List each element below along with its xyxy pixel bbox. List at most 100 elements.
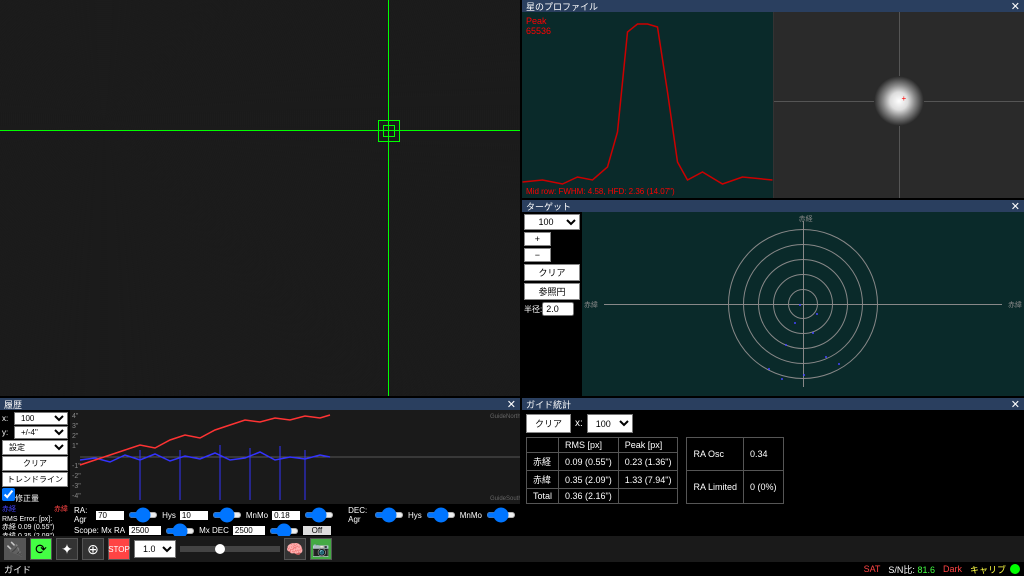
close-icon[interactable]: ✕ [1011,398,1020,411]
target-bullseye-plot: 赤緯 赤緯 赤経 [582,212,1024,396]
usb-icon[interactable]: 🔌 [4,538,26,560]
history-params: RA: Agr Hys MnMo DEC: Agr Hys MnMo [70,504,520,536]
target-controls: 100 + − クリア 参照円 半径: [522,212,582,396]
mx-dec-label: Mx DEC [199,526,229,535]
guide-stats-header[interactable]: ガイド統計 ✕ [522,398,1024,410]
crosshair-horizontal [0,130,520,131]
ra-hys-slider[interactable] [212,512,242,518]
ra-agr-slider[interactable] [128,512,158,518]
target-header[interactable]: ターゲット ✕ [522,200,1024,212]
stats-x-label: x: [575,418,583,429]
ra-hys-input[interactable] [180,511,208,520]
profile-fwhm-text: Mid row: FWHM: 4.58, HFD: 2.36 (14.07") [526,187,675,196]
rms-table: RMS [px]Peak [px] 赤経0.09 (0.55")0.23 (1.… [526,437,678,504]
radius-input[interactable] [542,302,574,316]
gamma-slider[interactable] [180,546,280,552]
dec-mnmo-label: MnMo [460,511,482,520]
ra-hys-label: Hys [162,511,176,520]
history-panel: 履歴 ✕ x:100 y:+/-4" 設定 クリア トレンドライン 修正量 赤経… [0,398,520,536]
profile-peak-text: Peak 65536 [526,16,551,36]
target-ring [728,229,878,379]
scatter-point [825,356,827,358]
zoom-out-button[interactable]: − [524,248,551,262]
star-centroid-marker: + [902,94,907,103]
star-profile-header[interactable]: 星のプロファイル ✕ [522,0,1024,12]
auto-select-button[interactable]: ✦ [56,538,78,560]
main-toolbar: 🔌 ⟳ ✦ ⊕ STOP 1.0 s 🧠 📷 [0,536,1024,562]
history-chart: 4" 3" 2" 1" -1" -2" -3" -4" GuideNorth G… [70,410,520,536]
calib-indicator: キャリブ [970,563,1006,576]
loop-button[interactable]: ⟳ [30,538,52,560]
close-icon[interactable]: ✕ [507,398,516,411]
dec-agr-label: DEC: Agr [348,506,370,524]
dec-legend: 赤緯 [54,504,68,514]
scatter-point [799,304,801,306]
dec-agr-slider[interactable] [374,512,404,518]
target-title: ターゲット [526,200,571,213]
status-guide: ガイド [4,563,856,576]
hist-y-select[interactable]: +/-4" [14,426,68,439]
ra-legend: 赤経 [2,506,16,513]
exposure-select[interactable]: 1.0 s [134,540,176,558]
radius-label: 半径: [524,304,542,315]
dec-off-button[interactable]: Off [303,526,331,535]
scatter-point [781,378,783,380]
statusbar: ガイド SAT S/N比: 81.6 Dark キャリブ [0,562,1024,576]
stats-clear-button[interactable]: クリア [526,414,571,433]
dark-indicator: Dark [943,564,962,574]
star-profile-title: 星のプロファイル [526,0,598,13]
dec-hys-label: Hys [408,511,422,520]
camera-button[interactable]: 📷 [310,538,332,560]
svg-text:3": 3" [72,423,79,430]
svg-text:1": 1" [72,443,79,450]
stop-button[interactable]: STOP [108,538,130,560]
ra-agr-input[interactable] [96,511,124,520]
svg-text:4": 4" [72,413,79,420]
noise-bg [0,0,520,396]
hist-y-label: y: [2,428,14,437]
mx-ra-input[interactable] [129,526,161,535]
hist-x-select[interactable]: 100 [14,412,68,425]
close-icon[interactable]: ✕ [1011,200,1020,213]
mx-ra-slider[interactable] [165,528,195,534]
sat-indicator: SAT [864,564,881,574]
hist-clear-button[interactable]: クリア [2,456,68,471]
star-profile-body: Peak 65536 Mid row: FWHM: 4.58, HFD: 2.3… [522,12,1024,198]
corrections-checkbox[interactable]: 修正量 [2,494,39,503]
stats-x-select[interactable]: 100 [587,414,633,433]
dec-mnmo-slider[interactable] [486,512,516,518]
dec-hys-slider[interactable] [426,512,456,518]
guide-stats-panel: ガイド統計 ✕ クリア x: 100 RMS [px]Peak [px] 赤経0… [522,398,1024,536]
hist-settings-select[interactable]: 設定 [2,440,68,455]
osc-table: RA Osc0.34 RA Limited0 (0%) [686,437,783,504]
svg-text:2": 2" [72,433,79,440]
history-header[interactable]: 履歴 ✕ [0,398,520,410]
axis-label-ra2: 赤緯 [1008,300,1022,310]
main-camera-view[interactable] [0,0,520,396]
brain-button[interactable]: 🧠 [284,538,306,560]
ref-circle-button[interactable]: 参照円 [524,283,580,300]
star-blob [874,76,924,126]
svg-text:-2": -2" [72,473,81,480]
ra-mnmo-input[interactable] [272,511,300,520]
hist-x-label: x: [2,414,14,423]
close-icon[interactable]: ✕ [1011,0,1020,13]
target-clear-button[interactable]: クリア [524,264,580,281]
axis-label-dec: 赤経 [799,214,813,224]
crosshair-vertical [388,0,389,396]
guide-stats-body: クリア x: 100 RMS [px]Peak [px] 赤経0.09 (0.5… [522,410,1024,536]
svg-text:GuideSouth: GuideSouth [490,496,520,502]
svg-text:-1": -1" [72,463,81,470]
trendline-button[interactable]: トレンドライン [2,472,68,487]
zoom-in-button[interactable]: + [524,232,551,246]
ra-mnmo-slider[interactable] [304,512,334,518]
guide-stats-title: ガイド統計 [526,398,571,411]
target-panel: ターゲット ✕ 100 + − クリア 参照円 半径: 赤緯 赤緯 赤経 [522,200,1024,396]
history-body: x:100 y:+/-4" 設定 クリア トレンドライン 修正量 赤経 赤緯 R… [0,410,520,536]
scope-label: Scope: Mx RA [74,526,125,535]
mx-dec-slider[interactable] [269,528,299,534]
mx-dec-input[interactable] [233,526,265,535]
status-led [1010,564,1020,574]
target-zoom-select[interactable]: 100 [524,214,580,230]
guide-button[interactable]: ⊕ [82,538,104,560]
